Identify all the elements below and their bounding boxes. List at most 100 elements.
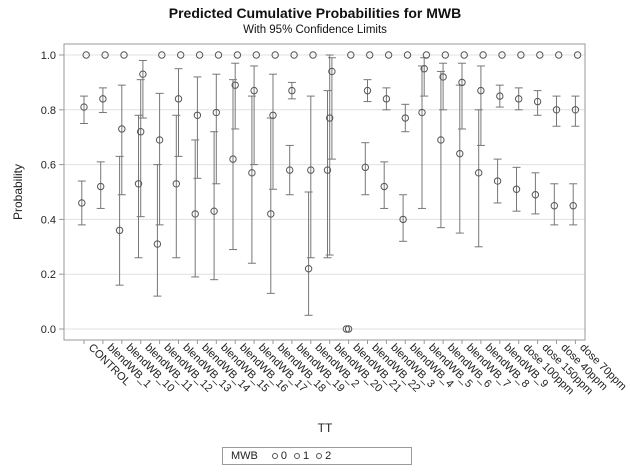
- marker-series-2: [573, 51, 582, 59]
- legend-label: 2: [325, 450, 332, 462]
- marker-series-0: [78, 199, 86, 207]
- y-tick-label: 0.8: [41, 105, 56, 117]
- marker-series-1: [250, 86, 258, 95]
- error-bar-0: [418, 65, 426, 209]
- error-bar-1: [476, 65, 485, 146]
- marker-series-1: [137, 128, 145, 136]
- error-bar-1: [458, 62, 466, 130]
- legend-label: 0: [280, 450, 288, 462]
- marker-series-0: [97, 182, 105, 191]
- marker-series-0: [531, 191, 540, 199]
- marker-series-2: [120, 51, 128, 59]
- marker-series-0: [456, 149, 464, 158]
- marker-series-0: [153, 240, 162, 248]
- marker-series-0: [248, 169, 256, 177]
- marker-series-0: [323, 166, 332, 174]
- marker-series-0: [399, 215, 407, 224]
- error-bar-0: [77, 180, 86, 226]
- marker-series-2: [195, 51, 204, 59]
- y-tick-label: 1.0: [41, 50, 56, 62]
- error-bar-1: [571, 95, 580, 127]
- error-bar-1: [382, 87, 391, 111]
- marker-series-2: [82, 51, 90, 59]
- legend-label: 1: [303, 450, 310, 462]
- error-bar-0: [380, 161, 389, 209]
- error-bar-0: [455, 84, 464, 234]
- marker-series-2: [555, 51, 563, 59]
- marker-series-0: [172, 180, 181, 188]
- marker-series-0: [512, 185, 521, 193]
- error-bar-1: [401, 103, 410, 133]
- error-bar-1: [117, 84, 126, 196]
- error-bar-1: [533, 90, 542, 116]
- marker-series-0: [267, 210, 275, 218]
- error-bar-1: [287, 81, 296, 100]
- marker-series-2: [101, 51, 109, 59]
- error-bar-0: [436, 70, 445, 229]
- error-bar-0: [266, 117, 275, 294]
- error-bar-2: [138, 59, 147, 119]
- error-bar-0: [361, 142, 370, 196]
- marker-series-2: [347, 51, 355, 59]
- x-axis-label: TT: [318, 421, 333, 435]
- marker-series-1: [269, 111, 277, 119]
- marker-series-0: [475, 169, 483, 177]
- legend-marker-icon: [294, 453, 301, 459]
- error-bar-1: [193, 76, 202, 179]
- marker-series-2: [384, 51, 393, 59]
- marker-series-2: [479, 51, 487, 59]
- marker-series-2: [422, 51, 431, 59]
- error-bar-1: [212, 73, 221, 185]
- marker-series-1: [420, 65, 428, 73]
- error-bar-0: [474, 109, 483, 248]
- marker-series-1: [118, 125, 126, 133]
- legend-item-2: 2: [316, 450, 331, 462]
- marker-series-0: [437, 136, 445, 144]
- confidence-bars: [77, 54, 580, 316]
- marker-series-2: [271, 51, 279, 59]
- error-bar-0: [96, 161, 105, 209]
- chart-title: Predicted Cumulative Probabilities for M…: [168, 5, 462, 21]
- marker-series-0: [418, 108, 426, 117]
- marker-series-0: [569, 202, 577, 210]
- legend-marker-icon: [316, 453, 323, 459]
- marker-series-2: [290, 51, 298, 59]
- error-bar-0: [550, 183, 559, 226]
- marker-series-0: [210, 207, 218, 215]
- error-bar-0: [247, 95, 256, 264]
- marker-series-0: [134, 180, 143, 188]
- marker-series-1: [363, 86, 372, 95]
- marker-series-0: [380, 182, 388, 191]
- marker-series-2: [252, 51, 260, 59]
- legend: MWB 0 1 2: [222, 447, 412, 465]
- y-tick-label: 0.0: [41, 324, 56, 336]
- marker-series-0: [115, 226, 124, 235]
- marker-series-1: [344, 325, 353, 333]
- error-bar-0: [531, 172, 540, 215]
- marker-series-1: [515, 95, 523, 103]
- marker-series-0: [550, 202, 558, 210]
- marker-series-0: [191, 210, 199, 218]
- y-axis-label: Probability: [11, 164, 25, 220]
- marker-series-2: [498, 51, 506, 59]
- error-bar-1: [250, 65, 259, 166]
- error-bar-0: [153, 164, 162, 297]
- marker-series-2: [139, 70, 147, 78]
- marker-series-0: [342, 325, 351, 333]
- chart-subtitle: With 95% Confidence Limits: [243, 24, 387, 36]
- marker-series-1: [571, 106, 580, 114]
- error-bar-0: [285, 144, 294, 196]
- marker-series-2: [177, 51, 185, 59]
- marker-series-1: [326, 114, 334, 122]
- marker-series-2: [158, 51, 166, 59]
- marker-series-0: [286, 166, 294, 174]
- marker-series-2: [441, 51, 449, 59]
- marker-series-1: [80, 103, 88, 111]
- marker-series-2: [403, 51, 412, 59]
- marker-series-2: [366, 51, 374, 59]
- marker-series-0: [304, 265, 313, 273]
- y-tick-label: 0.2: [41, 269, 56, 281]
- error-bar-1: [231, 62, 240, 130]
- error-bar-0: [210, 131, 219, 281]
